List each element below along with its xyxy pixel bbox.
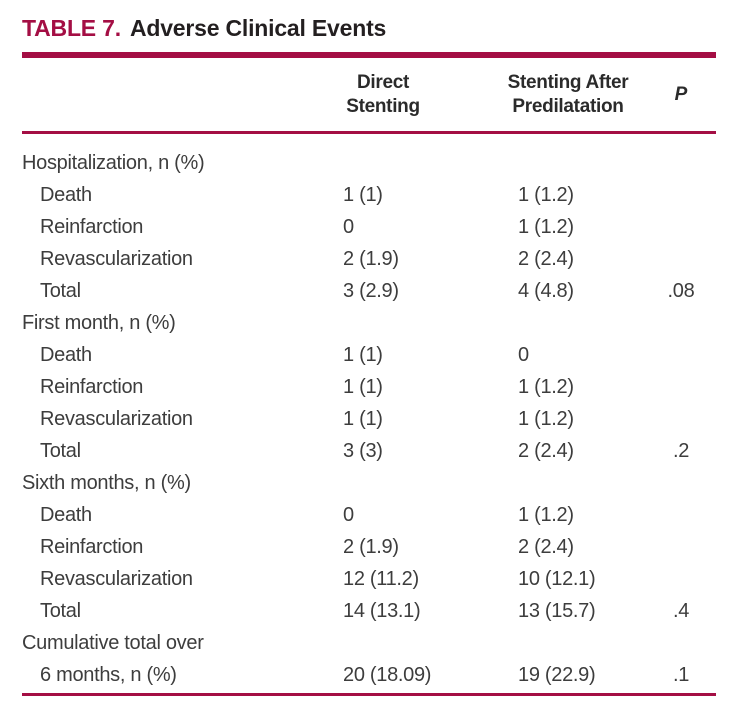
stenting-after-predilatation-value xyxy=(518,147,646,179)
direct-stenting-value: 2 (1.9) xyxy=(343,536,399,558)
row-label: Reinfarction xyxy=(40,376,144,398)
table-row: Reinfarction 2 (1.9) 2 (2.4) xyxy=(0,531,716,563)
column-header-row: Direct Stenting Stenting After Predilata… xyxy=(0,58,716,131)
stenting-after-predilatation-value: 4 (4.8) xyxy=(518,280,574,302)
direct-stenting-value: 3 (3) xyxy=(343,440,383,462)
table-row: Revascularization 2 (1.9) 2 (2.4) xyxy=(0,243,716,275)
direct-stenting-value: 1 (1) xyxy=(343,408,383,430)
table-row: Reinfarction 1 (1) 1 (1.2) xyxy=(0,371,716,403)
direct-stenting-value: 12 (11.2) xyxy=(343,568,419,590)
row-label: Death xyxy=(40,504,92,526)
p-value: .1 xyxy=(672,664,690,686)
table-row: Total 3 (3) 2 (2.4) .2 xyxy=(0,435,716,467)
table-row: Death 0 1 (1.2) xyxy=(0,499,716,531)
direct-stenting-value: 14 (13.1) xyxy=(343,600,421,622)
table-row: Death 1 (1) 0 xyxy=(0,339,716,371)
direct-stenting-value: 20 (18.09) xyxy=(343,664,432,686)
row-label: Revascularization xyxy=(40,408,193,430)
table-row: Sixth months, n (%) xyxy=(0,467,716,499)
row-label: Reinfarction xyxy=(40,536,144,558)
p-value: .08 xyxy=(667,280,695,302)
table-row: 6 months, n (%) 20 (18.09) 19 (22.9) .1 xyxy=(0,659,716,691)
stenting-after-predilatation-value: 1 (1.2) xyxy=(518,376,574,398)
p-value xyxy=(646,563,716,595)
stenting-after-predilatation-value: 2 (2.4) xyxy=(518,248,574,270)
direct-stenting-value: 0 xyxy=(343,216,354,238)
stenting-after-predilatation-value: 1 (1.2) xyxy=(518,216,574,238)
p-value xyxy=(646,147,716,179)
row-label: Cumulative total over xyxy=(22,632,204,654)
table-row: Revascularization 1 (1) 1 (1.2) xyxy=(0,403,716,435)
direct-stenting-value: 1 (1) xyxy=(343,344,383,366)
stenting-after-predilatation-value: 0 xyxy=(518,344,529,366)
stenting-after-predilatation-value: 1 (1.2) xyxy=(518,408,574,430)
row-label: Revascularization xyxy=(40,568,193,590)
table-row: First month, n (%) xyxy=(0,307,716,339)
table-title: TABLE 7. Adverse Clinical Events xyxy=(22,14,732,42)
p-value xyxy=(646,531,716,563)
row-label: Sixth months, n (%) xyxy=(22,472,191,494)
stenting-after-predilatation-value: 1 (1.2) xyxy=(518,184,574,206)
table-row: Revascularization 12 (11.2) 10 (12.1) xyxy=(0,563,716,595)
table-number-label: TABLE 7. xyxy=(22,15,121,41)
title-rule xyxy=(22,52,716,58)
row-label: 6 months, n (%) xyxy=(40,664,177,686)
p-value xyxy=(646,211,716,243)
p-value xyxy=(646,627,716,659)
stenting-after-predilatation-value: 13 (15.7) xyxy=(518,600,596,622)
row-label: Total xyxy=(40,440,81,462)
direct-stenting-value: 1 (1) xyxy=(343,184,383,206)
p-value xyxy=(646,339,716,371)
p-value xyxy=(646,371,716,403)
table-row: Death 1 (1) 1 (1.2) xyxy=(0,179,716,211)
direct-stenting-value: 0 xyxy=(343,504,354,526)
p-value xyxy=(646,499,716,531)
table-row: Cumulative total over xyxy=(0,627,716,659)
direct-stenting-value: 3 (2.9) xyxy=(343,280,399,302)
direct-stenting-value: 1 (1) xyxy=(343,376,383,398)
row-label: Total xyxy=(40,280,81,302)
p-value xyxy=(646,403,716,435)
column-header-direct-stenting: Direct Stenting xyxy=(346,71,420,117)
p-value xyxy=(646,467,716,499)
row-label: First month, n (%) xyxy=(22,312,176,334)
row-label: Hospitalization, n (%) xyxy=(22,152,205,174)
row-label: Revascularization xyxy=(40,248,193,270)
table-row: Reinfarction 0 1 (1.2) xyxy=(0,211,716,243)
bottom-rule xyxy=(22,693,716,696)
direct-stenting-value xyxy=(343,627,518,659)
header-rule xyxy=(22,131,716,134)
stenting-after-predilatation-value xyxy=(518,467,646,499)
direct-stenting-value xyxy=(343,307,518,339)
p-value: .2 xyxy=(672,440,690,462)
row-label: Total xyxy=(40,600,81,622)
stenting-after-predilatation-value: 2 (2.4) xyxy=(518,536,574,558)
column-header-p: P xyxy=(674,83,688,105)
table-row: Hospitalization, n (%) xyxy=(0,147,716,179)
table-body: Hospitalization, n (%) Death 1 (1) 1 (1.… xyxy=(0,134,732,691)
column-header-stenting-after-line1: Stenting After xyxy=(507,71,629,93)
table-row: Total 14 (13.1) 13 (15.7) .4 xyxy=(0,595,716,627)
stenting-after-predilatation-value: 19 (22.9) xyxy=(518,664,596,686)
stenting-after-predilatation-value xyxy=(518,627,646,659)
p-value xyxy=(646,307,716,339)
stenting-after-predilatation-value: 1 (1.2) xyxy=(518,504,574,526)
stenting-after-predilatation-value: 2 (2.4) xyxy=(518,440,574,462)
direct-stenting-value xyxy=(343,467,518,499)
stenting-after-predilatation-value: 10 (12.1) xyxy=(518,568,596,590)
table-title-text: Adverse Clinical Events xyxy=(129,15,387,41)
row-label: Death xyxy=(40,344,92,366)
table-row: Total 3 (2.9) 4 (4.8) .08 xyxy=(0,275,716,307)
column-header-predilatation-line2: Predilatation xyxy=(512,95,624,117)
p-value xyxy=(646,243,716,275)
direct-stenting-value xyxy=(343,147,518,179)
column-header-stenting-after-predilatation: Stenting After Predilatation xyxy=(493,71,643,119)
row-label: Reinfarction xyxy=(40,216,144,238)
stenting-after-predilatation-value xyxy=(518,307,646,339)
direct-stenting-value: 2 (1.9) xyxy=(343,248,399,270)
row-label: Death xyxy=(40,184,92,206)
p-value: .4 xyxy=(672,600,690,622)
p-value xyxy=(646,179,716,211)
